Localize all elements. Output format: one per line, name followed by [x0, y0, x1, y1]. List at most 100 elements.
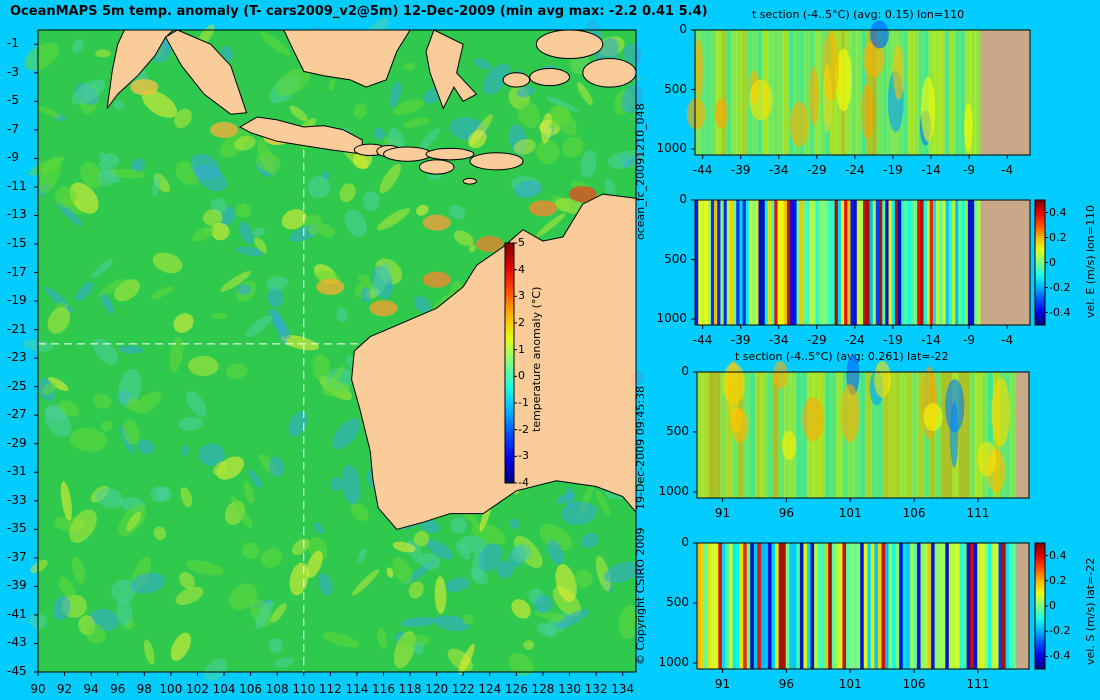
section-4-cell: [916, 543, 921, 669]
section-1-cell: [918, 30, 924, 155]
section-4-cell: [796, 543, 801, 669]
section-4-cell: [743, 543, 748, 669]
section-1-y-tick-label: 0: [679, 22, 687, 36]
section-4-cell: [721, 543, 726, 669]
section-1-cell: [804, 30, 810, 155]
section-4-cell: [994, 543, 999, 669]
section-1-x-tick-label: -39: [730, 163, 751, 177]
section-2-cell: [780, 200, 785, 325]
section-1-cell: [736, 30, 743, 155]
section-3-feature: [840, 384, 860, 443]
section-4-cell: [945, 543, 950, 669]
section-4-x-tick-label: 91: [714, 677, 731, 691]
island-6: [502, 72, 531, 88]
section-1-x-tick-label: -9: [963, 163, 976, 177]
section-1-land: [980, 30, 1030, 155]
section-3-feature: [773, 361, 788, 389]
section-2-cell: [777, 200, 782, 325]
section-4-cell: [941, 543, 946, 669]
section-4-cell: [828, 543, 833, 669]
section-4-colorbar-tick-label: -0.2: [1049, 624, 1071, 638]
section-3-cell: [946, 372, 953, 498]
section-4-cell: [948, 543, 953, 669]
section-3-cell: [795, 372, 803, 498]
section-3-y-tick-label: 0: [681, 364, 689, 378]
section-3-cell: [766, 372, 774, 498]
section-3-feature: [728, 360, 739, 423]
section-2-cell: [860, 200, 864, 325]
section-4-cell: [807, 543, 812, 669]
section-4-cell: [906, 543, 911, 669]
section-2-cell: [745, 200, 750, 325]
map-frame: [37, 29, 637, 673]
section-1-cell: [715, 30, 722, 155]
section-3-cell: [801, 372, 808, 498]
map-y-tick-label: -5: [7, 93, 19, 108]
section-1-cell: [731, 30, 738, 155]
map-x-tick-label: 100: [159, 682, 183, 696]
section-1-cell: [793, 30, 800, 155]
section-3-frame: [696, 371, 1030, 499]
australia: [351, 193, 637, 530]
section-2-x-tick-label: -4: [1001, 333, 1014, 347]
section-3-cell: [818, 372, 826, 498]
section-1-cell: [964, 30, 971, 155]
map-y-tick-label: -7: [7, 121, 19, 136]
section-3-cell: [859, 372, 866, 498]
section-2-cell: [742, 200, 747, 325]
map-y-tick-label: -9: [7, 150, 19, 165]
section-1-feature: [749, 79, 773, 121]
section-2-cell: [863, 200, 867, 325]
section-2-cell: [726, 200, 731, 325]
section-4-frame: [696, 542, 1030, 670]
section-1-cell: [798, 30, 805, 155]
section-3-y-tick-label: 1000: [658, 484, 689, 498]
section-4-cell: [817, 543, 822, 669]
section-1-cell: [954, 30, 961, 155]
section-3-cell: [702, 372, 710, 498]
section-2-cell: [888, 200, 893, 325]
section-1-feature: [893, 44, 905, 100]
section-2-cell: [748, 200, 753, 325]
section-2-cell: [837, 200, 842, 325]
map-x-tick-label: 112: [318, 682, 342, 696]
section-3-x-tick-label: 91: [714, 506, 731, 520]
section-1-frame: [694, 29, 1031, 156]
section-2-y-tick-label: 500: [664, 251, 687, 266]
section-3-feature: [923, 403, 943, 432]
sumatra-west: [106, 29, 175, 109]
section-2-x-tick-label: -19: [883, 333, 903, 347]
section-2-cell: [853, 200, 858, 325]
section-4-colorbar: [1034, 542, 1046, 670]
section-1-feature: [964, 102, 973, 152]
section-2-cell: [923, 200, 928, 325]
section-2-cell: [840, 200, 845, 325]
section-1-cell: [907, 30, 914, 155]
section-4-cell: [835, 543, 840, 669]
section-2-cell: [796, 200, 801, 325]
section-3-cell: [830, 372, 837, 498]
section-1-feature: [789, 101, 809, 147]
island-10: [462, 177, 478, 185]
section-1-feature: [808, 66, 819, 126]
section-4-colorbar-tick-label: 0.2: [1049, 573, 1067, 587]
section-2-colorbar-tick-label: -0.2: [1049, 280, 1071, 294]
map-colorbar-tick-label: 3: [518, 289, 525, 303]
section-4-cell: [966, 543, 971, 669]
section-4-cell: [746, 543, 751, 669]
section-1-x-tick-label: -44: [692, 163, 713, 177]
section-3-feature: [977, 441, 997, 477]
section-3-cell: [772, 372, 779, 498]
section-4-cell: [739, 543, 744, 669]
section-3-feature: [781, 430, 797, 461]
section-4-cell: [799, 543, 804, 669]
section-2-cell: [815, 200, 820, 325]
map-x-tick-label: 132: [584, 682, 608, 696]
map-y-tick-label: -23: [7, 350, 27, 365]
section-2-cell: [834, 200, 839, 325]
section-1-cell: [726, 30, 732, 155]
map-y-tick-label: -41: [7, 606, 27, 621]
section-4-cell: [718, 543, 723, 669]
section-2-cell: [866, 200, 871, 325]
